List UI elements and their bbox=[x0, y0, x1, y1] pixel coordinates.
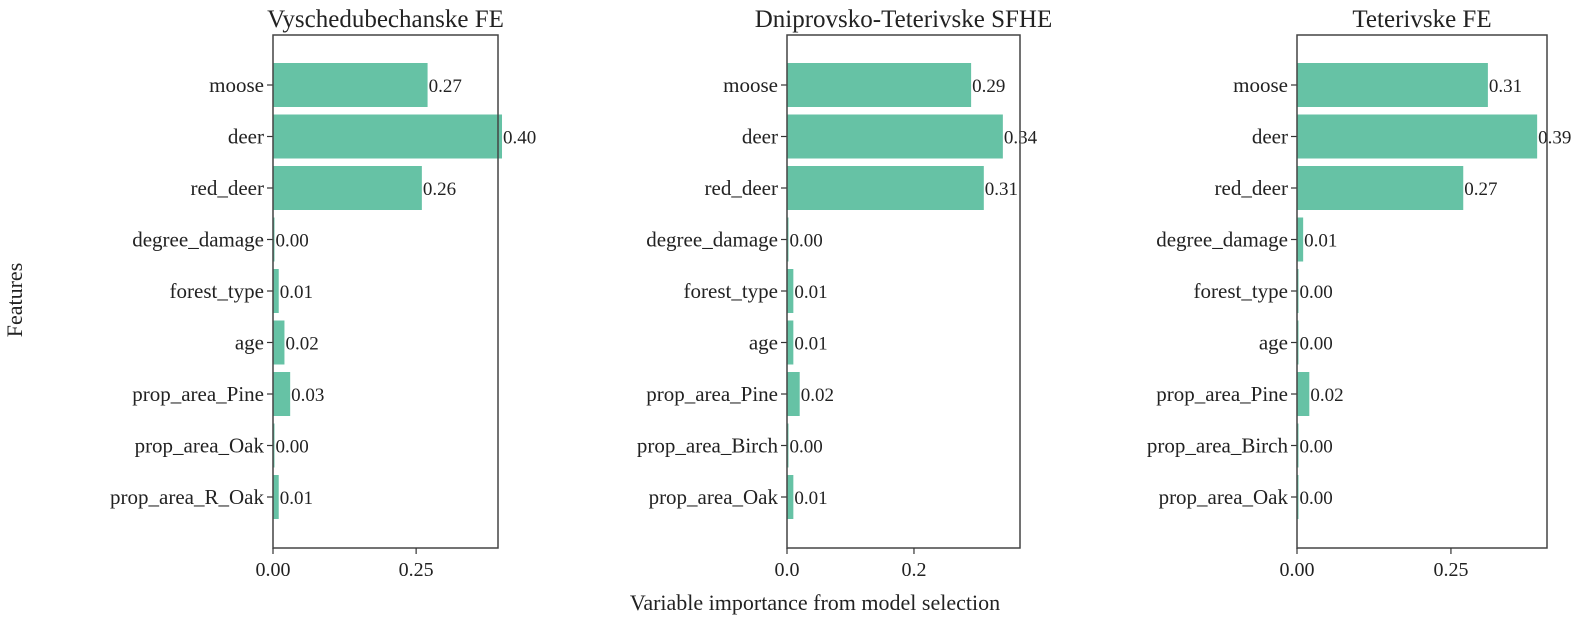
panel-1-data-label: 0.01 bbox=[280, 488, 313, 509]
panel-3-xtick-label: 0.25 bbox=[1433, 559, 1468, 581]
x-axis-label: Variable importance from model selection bbox=[630, 590, 1000, 615]
panel-3-bar bbox=[1297, 217, 1304, 262]
panel-2-ytick-label: prop_area_Pine bbox=[646, 382, 778, 406]
panel-2-ytick-label: prop_area_Oak bbox=[649, 485, 779, 509]
panel-1-data-label: 0.00 bbox=[276, 437, 309, 458]
panel-3-xtick-label: 0.00 bbox=[1280, 559, 1315, 581]
panel-2-ytick-label: red_deer bbox=[705, 176, 778, 200]
panel-2-bar bbox=[787, 166, 984, 210]
panel-1-bar bbox=[273, 114, 503, 159]
panel-3-ytick-label: degree_damage bbox=[1156, 228, 1288, 252]
panel-2-bar bbox=[787, 372, 800, 416]
panel-3-ytick-label: prop_area_Pine bbox=[1156, 382, 1288, 406]
panel-2-data-label: 0.02 bbox=[801, 385, 834, 406]
panel-1-data-label: 0.01 bbox=[280, 282, 313, 303]
panel-1-bar bbox=[273, 269, 279, 313]
panel-2-bar bbox=[787, 114, 1003, 159]
panel-1-data-label: 0.02 bbox=[285, 334, 318, 355]
panel-1-data-label: 0.00 bbox=[276, 231, 309, 252]
panel-3-ytick-label: red_deer bbox=[1215, 176, 1288, 200]
panel-2-bar bbox=[787, 63, 972, 107]
panel-3-data-label: 0.39 bbox=[1538, 128, 1571, 149]
panel-3-bar bbox=[1297, 372, 1310, 416]
panel-3-data-label: 0.00 bbox=[1300, 488, 1333, 509]
panel-1-bar bbox=[273, 372, 291, 416]
panel-3-data-label: 0.00 bbox=[1300, 282, 1333, 303]
panel-2-data-label: 0.00 bbox=[790, 231, 823, 252]
panel-1-xtick-label: 0.00 bbox=[256, 559, 291, 581]
panel-3-bar bbox=[1297, 166, 1464, 210]
panel-2-data-label: 0.31 bbox=[985, 179, 1018, 200]
panel-3-data-label: 0.02 bbox=[1310, 385, 1343, 406]
panel-2-xtick-label: 0.2 bbox=[901, 559, 926, 581]
panel-2-axes-frame bbox=[786, 34, 1021, 549]
panel-3-axes-frame bbox=[1296, 34, 1548, 549]
panel-2-data-label: 0.01 bbox=[794, 334, 827, 355]
panel-3-data-label: 0.31 bbox=[1489, 76, 1522, 97]
panel-1-bar bbox=[273, 320, 285, 365]
panel-3-ytick-label: prop_area_Birch bbox=[1147, 434, 1289, 458]
panel-2-bar bbox=[787, 269, 794, 313]
panel-1-ytick-label: deer bbox=[228, 125, 264, 149]
panel-2-ytick-label: forest_type bbox=[684, 279, 778, 303]
panel-2-data-label: 0.01 bbox=[794, 282, 827, 303]
panel-2-ytick-label: degree_damage bbox=[646, 228, 778, 252]
panel-3-data-label: 0.00 bbox=[1300, 437, 1333, 458]
panel-2-ytick-label: prop_area_Birch bbox=[637, 434, 779, 458]
panel-1-axes-frame bbox=[272, 34, 499, 549]
panel-3-title: Teterivske FE bbox=[1352, 6, 1491, 33]
y-axis-label: Features bbox=[2, 263, 27, 338]
panel-3-ytick-label: forest_type bbox=[1194, 279, 1288, 303]
panel-1-title: Vyschedubechanske FE bbox=[267, 6, 504, 33]
panel-1-data-label: 0.26 bbox=[423, 179, 456, 200]
panel-1-ytick-label: age bbox=[235, 331, 264, 355]
panel-2-bar bbox=[787, 475, 794, 519]
panel-1-ytick-label: prop_area_R_Oak bbox=[110, 485, 264, 509]
panel-1-ytick-label: prop_area_Pine bbox=[132, 382, 264, 406]
panel-3-ytick-label: deer bbox=[1252, 125, 1288, 149]
panel-3-ytick-label: age bbox=[1259, 331, 1288, 355]
panel-2-data-label: 0.29 bbox=[972, 76, 1005, 97]
panel-3-data-label: 0.00 bbox=[1300, 334, 1333, 355]
panel-2-xtick-label: 0.0 bbox=[775, 559, 800, 581]
panel-1-ytick-label: prop_area_Oak bbox=[135, 434, 265, 458]
panel-1-data-label: 0.40 bbox=[503, 128, 536, 149]
panel-2-data-label: 0.01 bbox=[794, 488, 827, 509]
panel-2-ytick-label: deer bbox=[742, 125, 778, 149]
panel-1-ytick-label: forest_type bbox=[170, 279, 264, 303]
panel-1-ytick-label: red_deer bbox=[191, 176, 264, 200]
panel-2-bar bbox=[787, 320, 794, 365]
panel-3-data-label: 0.01 bbox=[1304, 231, 1337, 252]
panel-2-ytick-label: age bbox=[749, 331, 778, 355]
panel-2-data-label: 0.00 bbox=[790, 437, 823, 458]
panel-1-bar bbox=[273, 63, 428, 107]
panel-1-ytick-label: degree_damage bbox=[132, 228, 264, 252]
panel-1-bar bbox=[273, 475, 279, 519]
panel-1-bar bbox=[273, 166, 422, 210]
panel-2-title: Dniprovsko-Teterivske SFHE bbox=[755, 6, 1053, 33]
panel-3-ytick-label: moose bbox=[1233, 73, 1288, 97]
panel-1-data-label: 0.27 bbox=[429, 76, 462, 97]
panel-1-data-label: 0.03 bbox=[291, 385, 324, 406]
panel-3-bar bbox=[1297, 114, 1538, 159]
panel-1-xtick-label: 0.25 bbox=[399, 559, 434, 581]
panel-3-data-label: 0.27 bbox=[1464, 179, 1497, 200]
panel-3-ytick-label: prop_area_Oak bbox=[1159, 485, 1289, 509]
panel-3-bar bbox=[1297, 63, 1488, 107]
panel-1-ytick-label: moose bbox=[209, 73, 264, 97]
panel-2-ytick-label: moose bbox=[723, 73, 778, 97]
